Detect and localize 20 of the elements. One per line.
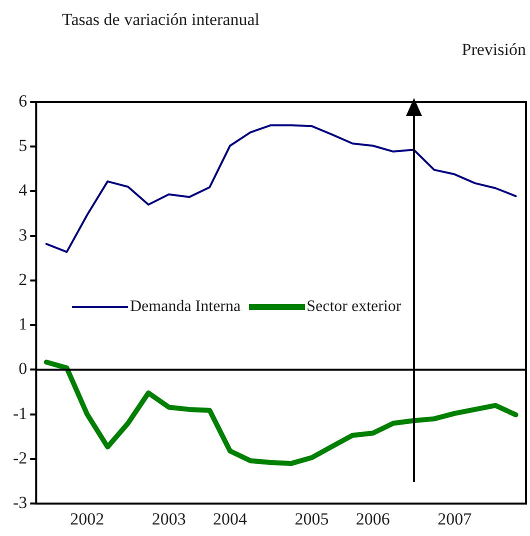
y-tick-label: 0 xyxy=(18,359,28,378)
x-tick-label: 2007 xyxy=(438,509,472,528)
x-tick-label: 2002 xyxy=(70,509,104,528)
y-tick-label: -3 xyxy=(12,493,28,512)
legend-label: Sector exterior xyxy=(306,298,402,316)
legend-label: Demanda Interna xyxy=(130,298,241,316)
y-tick-label: -2 xyxy=(12,448,28,468)
x-tick-label: 2004 xyxy=(213,509,248,528)
x-tick-label: 2005 xyxy=(294,509,329,528)
y-tick-label: 1 xyxy=(18,314,28,334)
x-tick-label: 2006 xyxy=(356,509,390,528)
y-tick-label: 6 xyxy=(18,91,28,110)
chart-title: Tasas de variación interanual xyxy=(62,10,260,30)
y-tick-label: 2 xyxy=(18,270,28,289)
y-tick-label: 5 xyxy=(18,136,28,156)
y-tick-label: 3 xyxy=(18,225,28,244)
y-tick-label: 4 xyxy=(18,180,28,200)
x-tick-label: 2003 xyxy=(152,509,186,528)
text: Previsión xyxy=(462,40,526,60)
y-tick-label: -1 xyxy=(12,404,28,423)
